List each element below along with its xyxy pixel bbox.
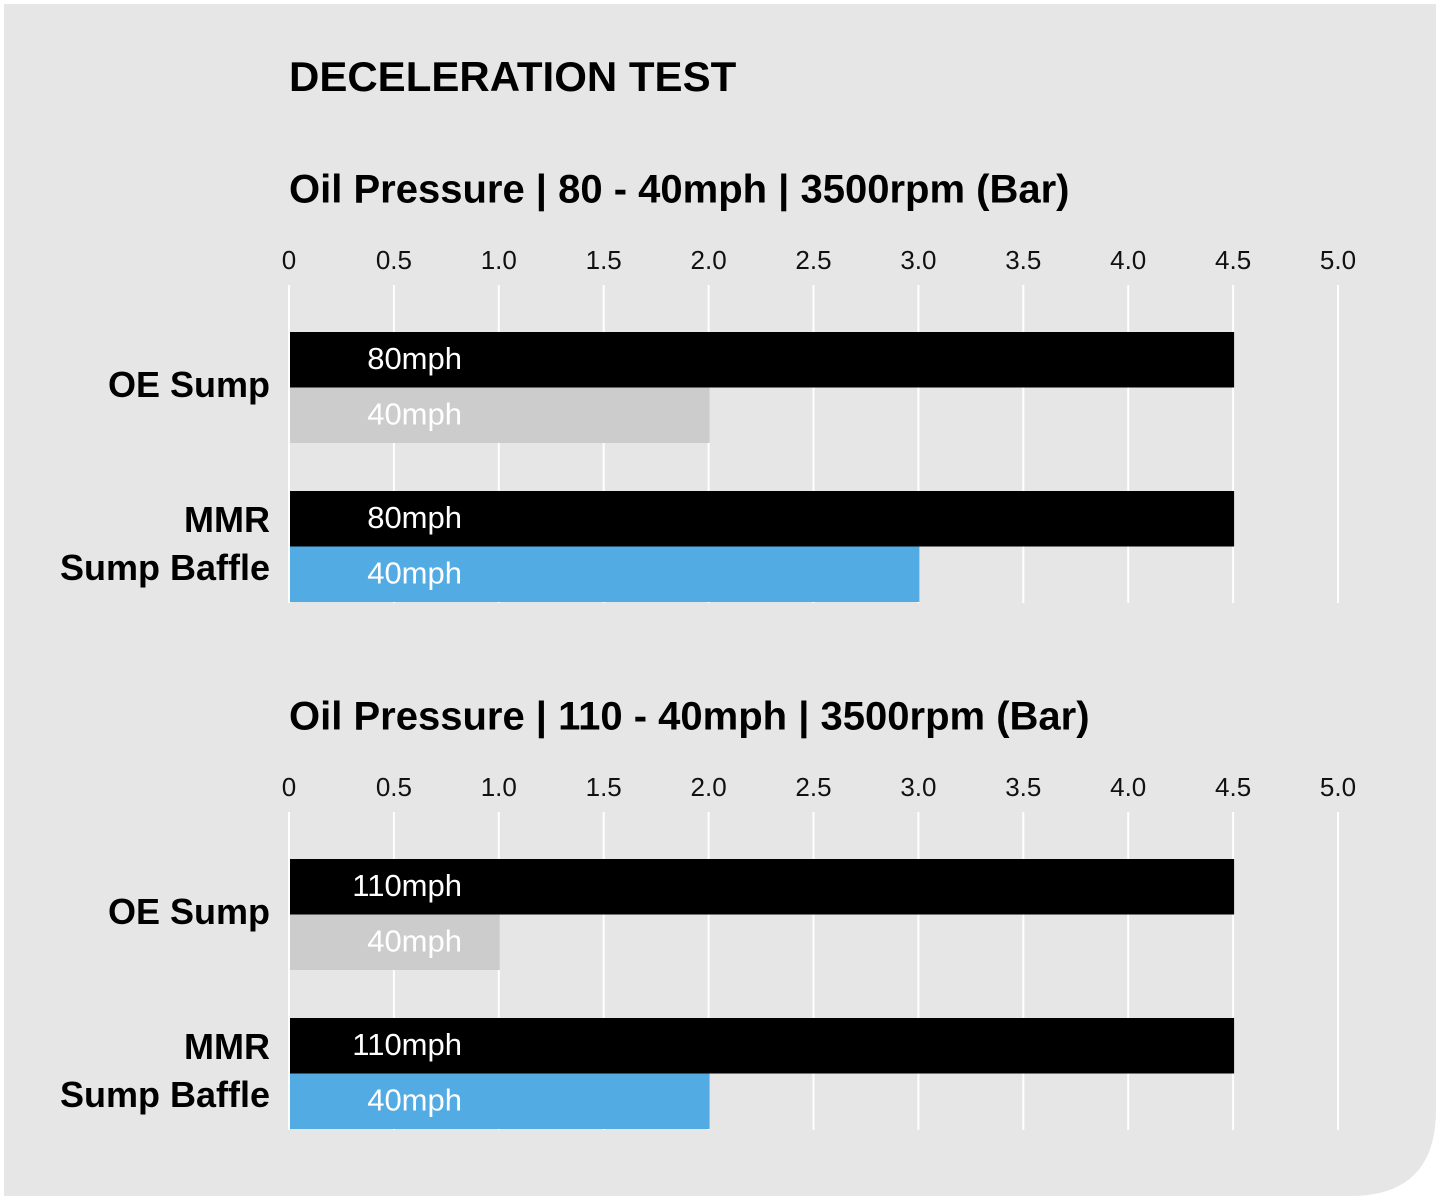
- bar: [290, 859, 1235, 915]
- bar-label: 40mph: [367, 923, 462, 958]
- x-tick-label: 1.5: [586, 245, 622, 275]
- bar-label: 40mph: [367, 555, 462, 590]
- x-tick-label: 0: [282, 772, 296, 802]
- bar: [290, 546, 920, 602]
- x-tick-label: 5.0: [1320, 245, 1356, 275]
- chart-subtitle: Oil Pressure | 110 - 40mph | 3500rpm (Ba…: [289, 695, 1090, 739]
- x-tick-label: 0.5: [376, 772, 412, 802]
- x-tick-label: 1.0: [481, 245, 517, 275]
- category-label: OE Sump: [108, 891, 270, 932]
- x-tick-label: 2.0: [691, 772, 727, 802]
- x-tick-label: 5.0: [1320, 772, 1356, 802]
- x-tick-label: 3.0: [900, 245, 936, 275]
- x-tick-label: 0: [282, 245, 296, 275]
- x-tick-label: 2.5: [795, 245, 831, 275]
- bar-label: 40mph: [367, 396, 462, 431]
- x-tick-label: 0.5: [376, 245, 412, 275]
- bar-label: 80mph: [367, 341, 462, 376]
- x-tick-label: 3.5: [1005, 772, 1041, 802]
- bar-label: 110mph: [352, 1027, 462, 1062]
- category-label: OE Sump: [108, 364, 270, 405]
- bar: [290, 1018, 1235, 1074]
- x-tick-label: 1.0: [481, 772, 517, 802]
- category-label: MMR Sump Baffle: [60, 499, 270, 588]
- bar-label: 110mph: [352, 868, 462, 903]
- x-tick-label: 2.0: [691, 245, 727, 275]
- x-tick-label: 4.5: [1215, 245, 1251, 275]
- bar: [290, 914, 500, 970]
- bar: [290, 1073, 710, 1129]
- x-tick-label: 2.5: [795, 772, 831, 802]
- bar-label: 40mph: [367, 1082, 462, 1117]
- x-tick-label: 4.5: [1215, 772, 1251, 802]
- bar: [290, 332, 1235, 388]
- x-tick-label: 3.0: [900, 772, 936, 802]
- bar: [290, 387, 710, 443]
- chart-subtitle: Oil Pressure | 80 - 40mph | 3500rpm (Bar…: [289, 168, 1070, 212]
- x-tick-label: 4.0: [1110, 772, 1146, 802]
- category-label: MMR Sump Baffle: [60, 1026, 270, 1115]
- bar: [290, 491, 1235, 547]
- x-tick-label: 1.5: [586, 772, 622, 802]
- page-title: DECELERATION TEST: [289, 53, 737, 100]
- x-tick-label: 3.5: [1005, 245, 1041, 275]
- bar-label: 80mph: [367, 500, 462, 535]
- x-tick-label: 4.0: [1110, 245, 1146, 275]
